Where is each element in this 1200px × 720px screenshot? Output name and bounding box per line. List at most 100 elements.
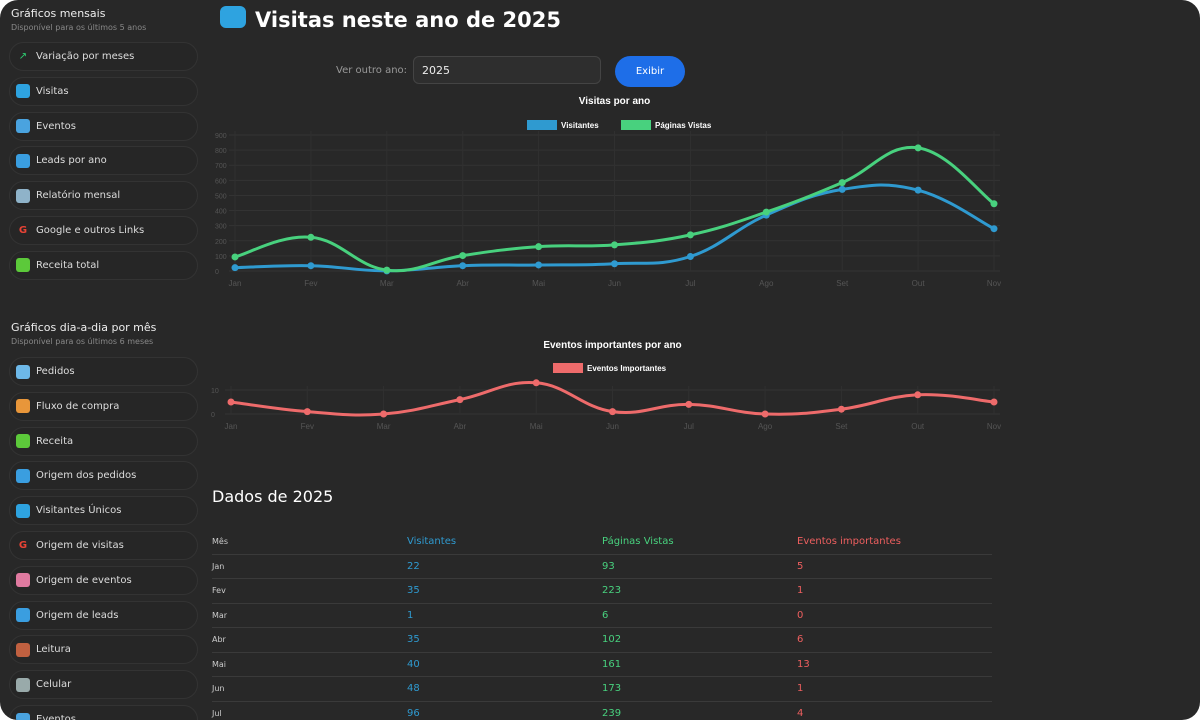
google-icon: G bbox=[18, 225, 28, 236]
data-point bbox=[380, 410, 388, 418]
table-cell: 1 bbox=[407, 609, 414, 621]
data-point bbox=[611, 241, 618, 249]
data-point bbox=[914, 186, 922, 194]
sidebar-item-fluxo-de-compra[interactable]: Fluxo de compra bbox=[9, 391, 198, 421]
data-point bbox=[307, 233, 315, 241]
y-tick-label: 100 bbox=[215, 254, 227, 261]
year-input[interactable] bbox=[413, 56, 601, 84]
x-tick-label: Mai bbox=[532, 279, 545, 288]
table-cell: 13 bbox=[797, 658, 810, 670]
sidebar-item-origem-de-leads[interactable]: Origem de leads bbox=[9, 600, 198, 630]
table-cell: 161 bbox=[602, 658, 622, 670]
x-tick-label: Jul bbox=[685, 279, 695, 288]
table-row: Fev 35 223 1 bbox=[212, 579, 992, 604]
x-tick-label: Jul bbox=[684, 422, 694, 431]
revenue-icon bbox=[16, 258, 30, 273]
sidebar-item-origem-de-visitas[interactable]: G Origem de visitas bbox=[9, 531, 198, 560]
header-pageviews: Páginas Vistas bbox=[602, 536, 674, 548]
sidebar-item-label: Celular bbox=[36, 679, 72, 691]
sidebar-item-label: Origem de eventos bbox=[36, 574, 132, 586]
x-tick-label: Nov bbox=[987, 279, 1001, 288]
table-cell: 1 bbox=[797, 585, 804, 597]
data-point bbox=[459, 252, 467, 260]
sidebar-item-origem-de-eventos[interactable]: Origem de eventos bbox=[9, 565, 198, 595]
sidebar-item-label: Receita total bbox=[36, 259, 100, 271]
sidebar-item-receita-total[interactable]: Receita total bbox=[9, 250, 198, 280]
x-tick-label: Out bbox=[912, 279, 926, 288]
sidebar-item-leitura[interactable]: Leitura bbox=[9, 635, 198, 665]
data-point bbox=[685, 400, 693, 408]
google-icon: G bbox=[18, 540, 28, 551]
revenue-icon bbox=[16, 434, 30, 449]
data-point bbox=[762, 208, 770, 216]
data-point bbox=[532, 379, 540, 387]
sidebar-item-visitantes-nicos[interactable]: Visitantes Únicos bbox=[9, 496, 198, 526]
table-cell: 173 bbox=[602, 683, 622, 695]
x-tick-label: Abr bbox=[456, 279, 469, 288]
legend-swatch bbox=[621, 120, 651, 130]
y-tick-label: 800 bbox=[215, 148, 227, 155]
leads-icon bbox=[16, 608, 30, 623]
data-point bbox=[609, 408, 616, 416]
sidebar-item-eventos[interactable]: Eventos bbox=[9, 705, 198, 720]
sidebar-item-eventos[interactable]: Eventos bbox=[9, 111, 198, 141]
x-tick-label: Fev bbox=[301, 422, 314, 431]
x-tick-label: Set bbox=[836, 279, 849, 288]
table-cell: 6 bbox=[797, 634, 804, 646]
table-cell: 48 bbox=[407, 683, 420, 695]
sidebar-item-receita[interactable]: Receita bbox=[9, 426, 198, 456]
y-tick-label: 200 bbox=[215, 239, 227, 246]
section-subtitle: Disponível para os últimos 5 anos bbox=[11, 23, 147, 32]
sidebar-item-label: Eventos bbox=[36, 120, 76, 132]
sidebar-item-label: Visitantes Únicos bbox=[36, 505, 122, 517]
table-row: Mar 1 6 0 bbox=[212, 604, 992, 628]
orders-origin-icon bbox=[16, 468, 30, 483]
legend-swatch bbox=[527, 120, 557, 130]
x-tick-label: Fev bbox=[304, 279, 317, 288]
legend-label: Páginas Vistas bbox=[655, 121, 712, 130]
table-cell: 22 bbox=[407, 560, 420, 572]
sidebar-item-varia-o-por-meses[interactable]: ↗ Variação por meses bbox=[9, 42, 198, 71]
sidebar-item-leads-por-ano[interactable]: Leads por ano bbox=[9, 146, 198, 176]
table-cell: 4 bbox=[797, 707, 804, 719]
sidebar-item-relat-rio-mensal[interactable]: Relatório mensal bbox=[9, 181, 198, 211]
data-point bbox=[686, 231, 694, 239]
phone-icon bbox=[16, 677, 30, 692]
table-cell: 6 bbox=[602, 609, 609, 621]
sidebar-item-label: Pedidos bbox=[36, 366, 75, 377]
data-point bbox=[459, 262, 467, 270]
y-tick-label: 0 bbox=[211, 412, 215, 419]
visits-icon bbox=[220, 6, 246, 28]
page-title: Visitas neste ano de 2025 bbox=[255, 8, 561, 32]
x-tick-label: Mar bbox=[380, 279, 394, 288]
table-cell: 40 bbox=[407, 658, 420, 670]
sidebar-item-label: Variação por meses bbox=[36, 51, 135, 62]
table-row: Jan 22 93 5 bbox=[212, 555, 992, 579]
table-cell: 239 bbox=[602, 707, 622, 719]
sidebar-item-label: Visitas bbox=[36, 85, 69, 97]
data-point bbox=[535, 261, 543, 269]
y-tick-label: 400 bbox=[215, 209, 227, 216]
x-tick-label: Ago bbox=[759, 279, 774, 288]
table-cell: Mai bbox=[212, 659, 227, 669]
data-point bbox=[838, 185, 846, 193]
sidebar-item-celular[interactable]: Celular bbox=[9, 670, 198, 700]
table-cell: Jan bbox=[212, 561, 225, 571]
leads-icon bbox=[16, 153, 30, 168]
sidebar-item-origem-dos-pedidos[interactable]: Origem dos pedidos bbox=[9, 461, 198, 491]
section-title: Gráficos mensais bbox=[11, 7, 106, 20]
x-tick-label: Abr bbox=[454, 422, 467, 431]
sidebar-item-label: Leitura bbox=[36, 644, 71, 656]
reading-icon bbox=[16, 642, 30, 657]
events-icon bbox=[16, 712, 30, 720]
data-table: Mês Visitantes Páginas Vistas Eventos im… bbox=[212, 530, 992, 720]
legend-label: Eventos Importantes bbox=[587, 364, 667, 373]
sidebar-item-label: Leads por ano bbox=[36, 155, 107, 167]
sidebar-item-visitas[interactable]: Visitas bbox=[9, 76, 198, 106]
sidebar-item-google-e-outros-links[interactable]: G Google e outros Links bbox=[9, 216, 198, 245]
table-cell: 93 bbox=[602, 560, 615, 572]
sidebar-item-pedidos[interactable]: Pedidos bbox=[9, 357, 198, 386]
show-button[interactable]: Exibir bbox=[615, 56, 685, 87]
table-cell: 0 bbox=[797, 609, 804, 621]
